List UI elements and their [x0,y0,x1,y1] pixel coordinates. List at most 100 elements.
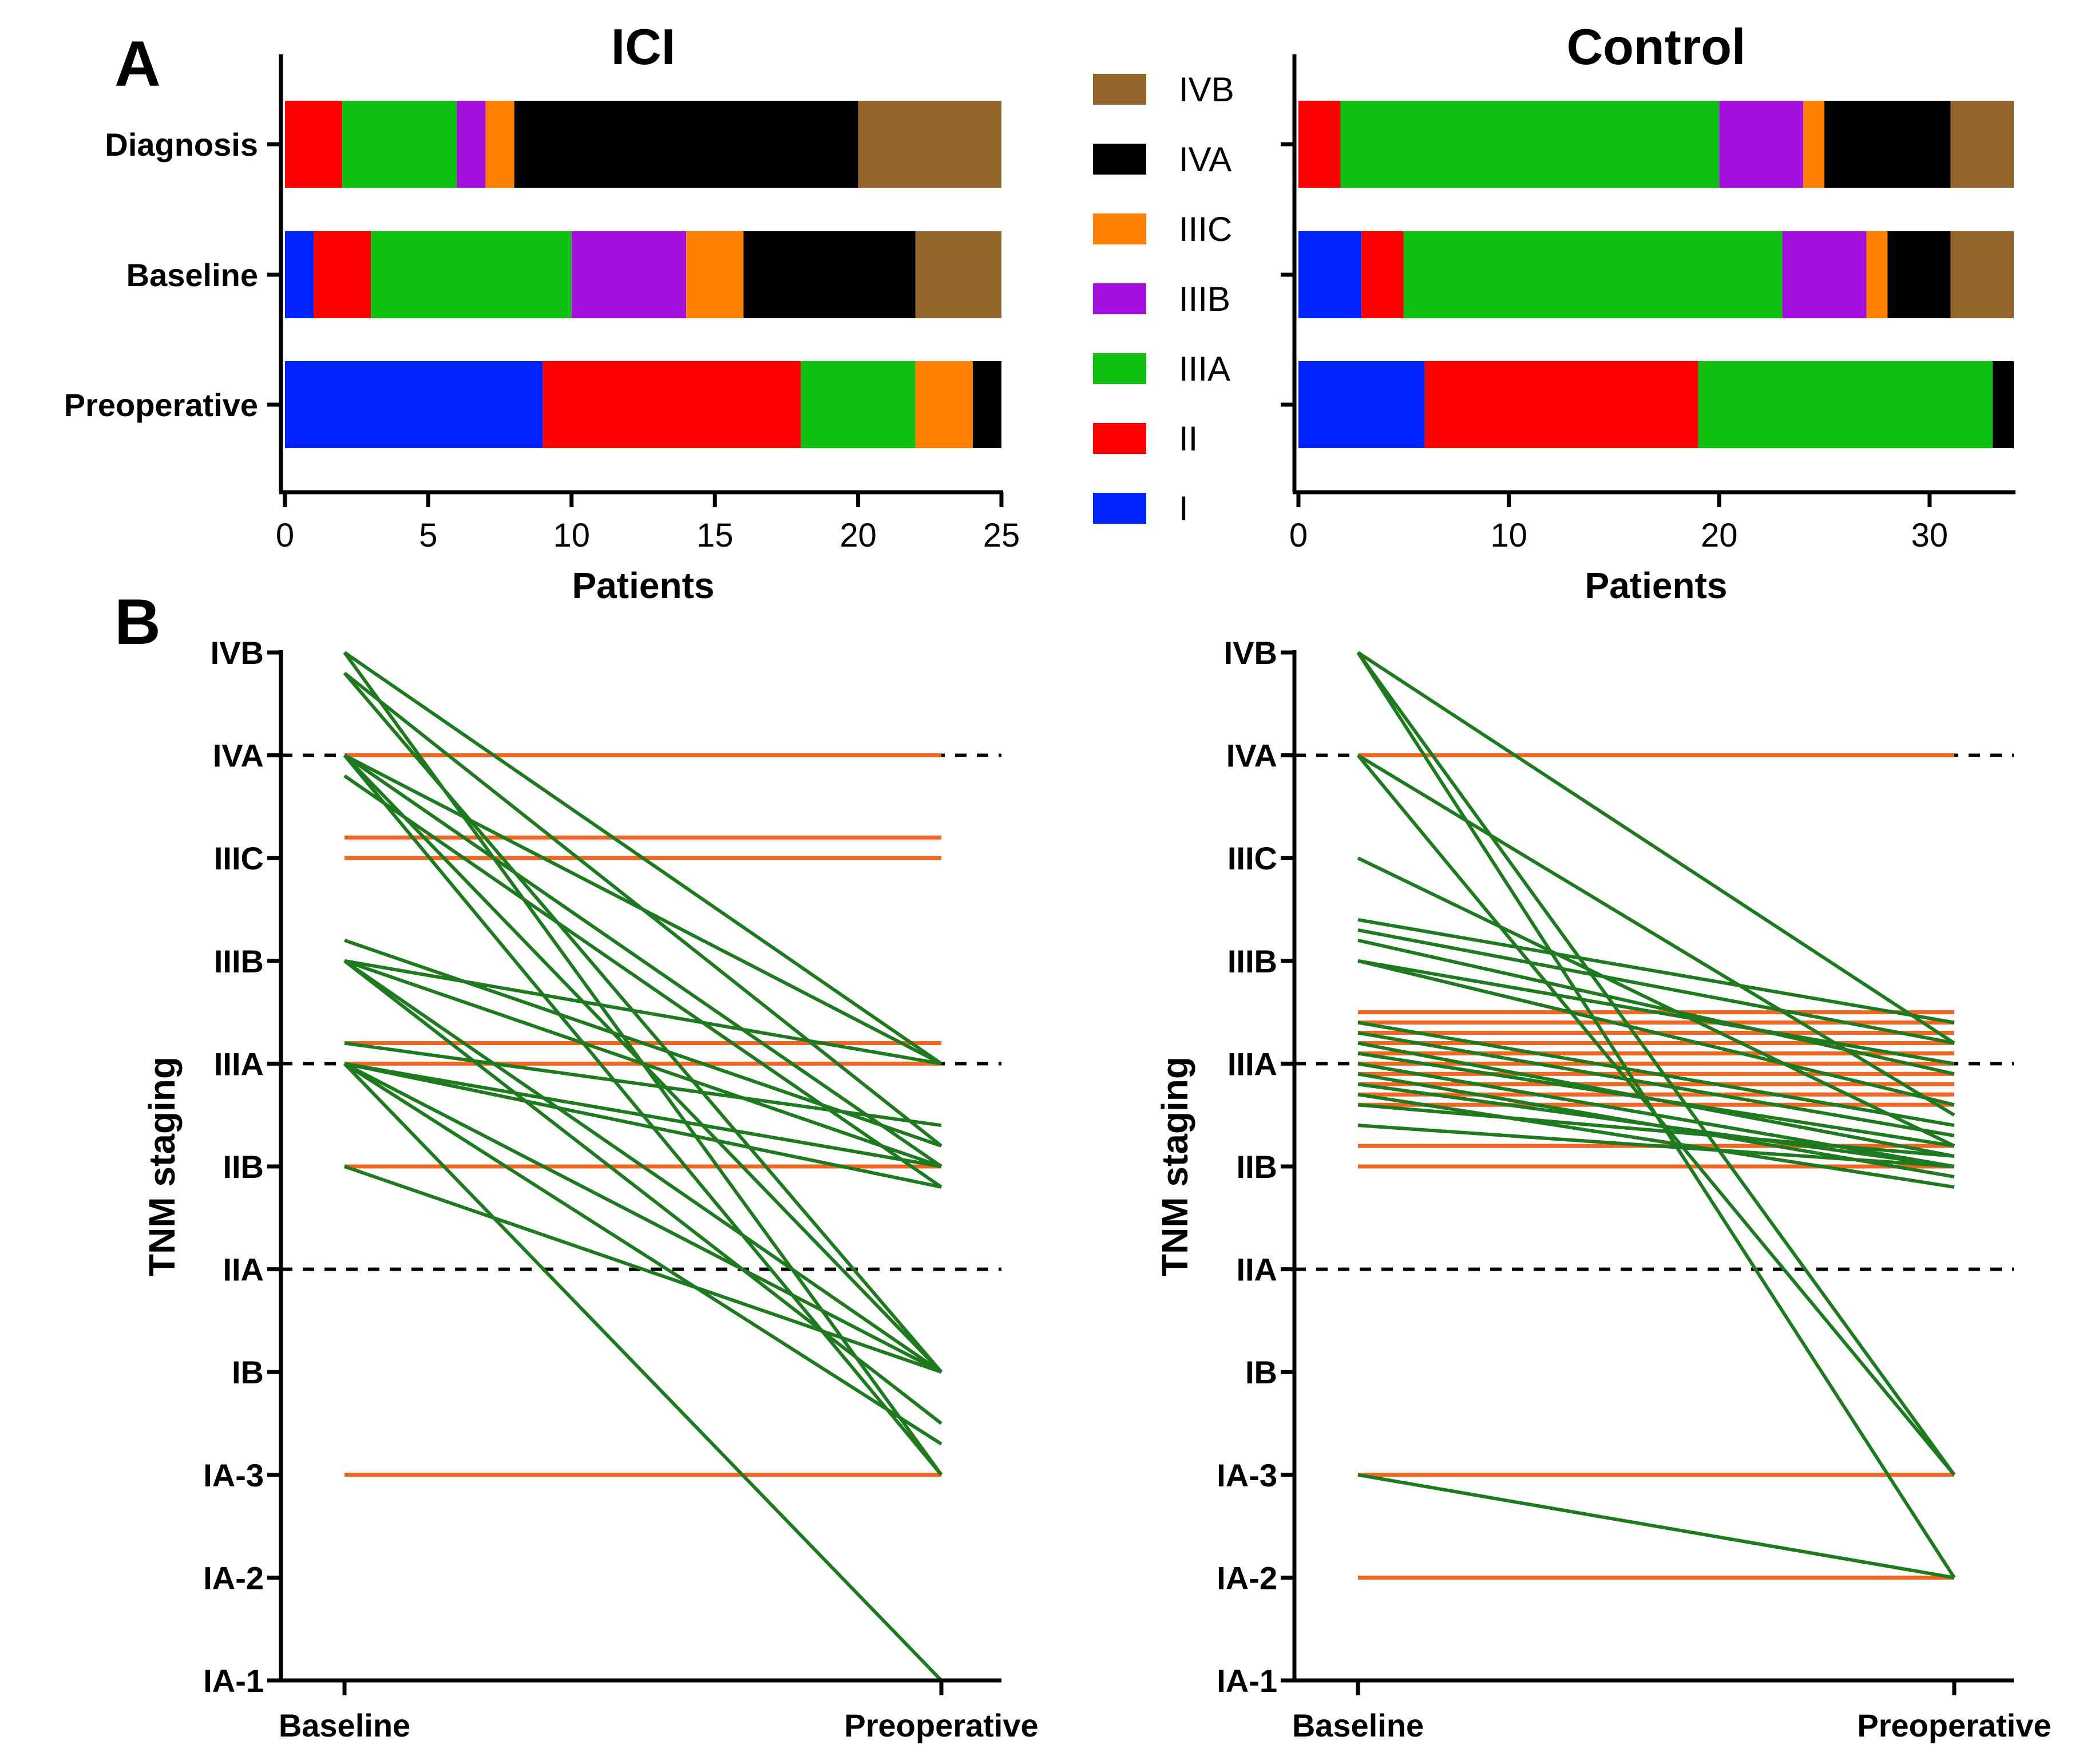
bar-segment-iiib [1782,231,1867,318]
stage-tick-label: IIIA [1227,1046,1277,1082]
bar-segment-iva [1887,231,1951,318]
stage-tick-label: IVB [1224,635,1277,671]
bar-segment-iiia [1698,361,1993,448]
bar-segment-ivb [858,101,1001,188]
downstaged-patient-line [1357,1093,1955,1189]
bar-segment-iiib [571,231,687,318]
slope-chart-control: IA-1 IA-2 IA-3 IB IIA IIB IIIA IIIB IIIC IVA IVB Ba… [1154,635,2052,1743]
bar-segment-iiia [342,101,457,188]
bar-segment-i [285,231,314,318]
bar-segment-iiic [686,231,744,318]
downstaged-patient-line [1357,938,1955,1076]
stage-tick-label: IA-1 [203,1663,264,1699]
downstaged-patient-line [344,959,942,1168]
x-tick-label: 0 [1289,517,1308,554]
bar-segment-iiic [1866,231,1888,318]
stage-tick-label: IA-2 [1217,1560,1277,1596]
downstaged-patient-line [1357,1103,1955,1158]
bar-segment-ii [285,101,343,188]
stage-tick-label: IVA [1226,738,1277,774]
bar-segment-i [1298,231,1362,318]
category-label: Preoperative [64,387,258,423]
stage-tick-label: IVA [213,738,264,774]
legend-label: II [1179,420,1198,458]
bar-segment-i [1298,361,1425,448]
stage-tick-label: IA-1 [1217,1663,1277,1699]
x-category-label: Preoperative [844,1707,1038,1743]
stage-tick-label: IIIC [1227,840,1277,876]
bar-segment-iiia [801,361,916,448]
downstaged-patient-line [343,651,943,1065]
bar-segment-i [285,361,543,448]
stage-tick-label: IB [1245,1354,1277,1390]
stage-tick-label: IIB [223,1149,264,1185]
stage-tick-label: IIIB [1227,943,1277,979]
legend-label: IVA [1179,140,1231,179]
x-tick-label: 20 [839,517,877,554]
bar-chart-ici: ICI Diagnosis Baseline Preoperative 0 5 10 15 20… [64,18,1020,606]
bar-segment-iva [514,101,858,188]
downstaged-patient-line [1357,959,1955,1107]
downstaged-patient-line [343,671,943,1374]
legend-swatch [1093,493,1146,524]
bar-segment-iiib [457,101,486,188]
bar-segment-iva [1993,361,2014,448]
legend-swatch [1093,144,1146,175]
chart-title: Control [1567,18,1746,75]
legend-label: IVB [1179,70,1234,109]
legend-label: I [1179,489,1189,528]
bar-segment-ii [314,231,371,318]
bar-segment-ivb [915,231,1001,318]
downstaged-patient-line [343,754,943,1168]
x-tick-label: 20 [1701,517,1738,554]
x-tick-label: 15 [696,517,734,554]
x-tick-label: 10 [1490,517,1527,554]
bar-segment-iva [1824,101,1951,188]
x-axis-title: Patients [572,565,715,606]
x-tick-label: 10 [553,517,591,554]
x-tick-label: 25 [983,517,1020,554]
downstaged-patient-line [1357,1051,1955,1148]
downstaged-patient-line [343,1062,943,1682]
bar-segment-iiib [1719,101,1804,188]
downstaged-patient-line [344,1062,942,1189]
downstaged-patient-line [1357,856,1955,1148]
x-category-label: Baseline [279,1707,410,1743]
downstaged-patient-line [343,1062,943,1446]
downstaged-patient-line [1357,651,1955,1045]
category-label: Baseline [126,257,258,293]
stage-tick-label: IA-2 [203,1560,264,1596]
bar-segment-iva [743,231,916,318]
bar-segment-iiia [371,231,572,318]
panel-label-a: A [114,28,161,100]
downstaged-patient-line [1357,1124,1955,1168]
downstaged-patient-line [343,959,943,1374]
y-axis-title: TNM staging [1154,1057,1195,1276]
downstaged-patient-line [344,1165,942,1374]
downstaged-patient-line [1357,928,1955,1045]
legend-swatch [1093,283,1146,314]
stage-tick-label: IIB [1236,1149,1277,1185]
downstaged-patient-line [344,1062,942,1168]
downstaged-patient-line [1357,918,1955,1025]
downstaged-patient-line [343,753,943,1066]
x-category-label: Preoperative [1857,1707,2051,1743]
bar-segment-ii [542,361,801,448]
bar-segment-iiic [1803,101,1825,188]
legend-swatch [1093,213,1146,244]
stage-tick-label: IIIC [214,840,264,876]
downstaged-patient-line [343,959,943,1425]
stage-tick-label: IA-3 [1217,1457,1277,1493]
bar-segment-iiia [1340,101,1720,188]
downstaged-patient-line [1357,1062,1955,1168]
x-tick-label: 0 [276,517,294,554]
stage-tick-label: IIIB [214,943,264,979]
legend-label: IIIC [1179,210,1232,248]
downstaged-patient-line [1357,754,1955,1117]
bar-segment-ii [1298,101,1341,188]
downstaged-patient-line [344,959,942,1066]
downstaged-patient-line [1357,1473,1955,1580]
bar-segment-iiic [915,361,973,448]
downstaged-patient-line [1357,1031,1955,1138]
x-axis-title: Patients [1585,565,1728,606]
